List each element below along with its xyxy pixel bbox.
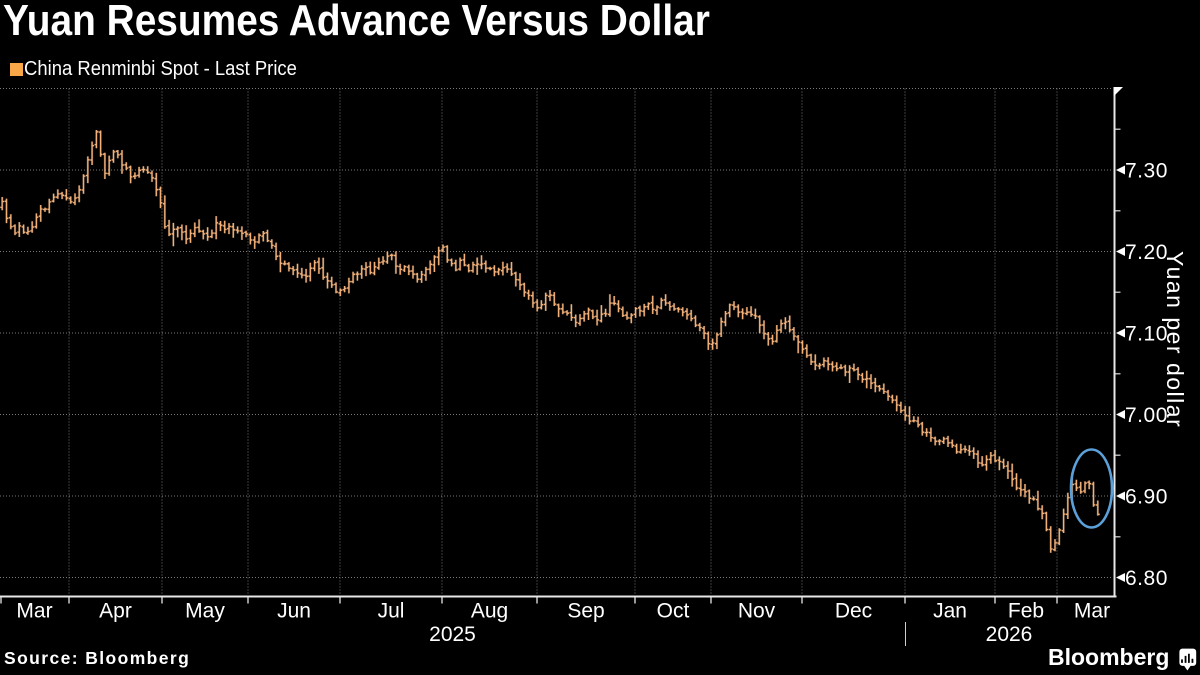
svg-text:6.80: 6.80 (1125, 567, 1168, 590)
svg-text:May: May (185, 600, 225, 623)
svg-text:2025: 2025 (429, 623, 476, 646)
svg-text:Nov: Nov (738, 600, 776, 623)
svg-text:Apr: Apr (99, 600, 132, 623)
svg-text:Jul: Jul (378, 600, 405, 623)
svg-text:7.10: 7.10 (1125, 323, 1168, 346)
svg-text:7.30: 7.30 (1125, 160, 1168, 183)
svg-text:6.90: 6.90 (1125, 486, 1168, 509)
svg-text:Jan: Jan (933, 600, 967, 623)
svg-text:Mar: Mar (1074, 600, 1110, 623)
svg-text:7.20: 7.20 (1125, 241, 1168, 264)
svg-text:Aug: Aug (471, 600, 508, 623)
svg-text:Jun: Jun (277, 600, 311, 623)
svg-text:7.00: 7.00 (1125, 404, 1168, 427)
svg-text:2026: 2026 (986, 623, 1033, 646)
svg-text:Dec: Dec (835, 600, 872, 623)
svg-text:Feb: Feb (1008, 600, 1044, 623)
svg-text:Sep: Sep (567, 600, 604, 623)
svg-text:Mar: Mar (16, 600, 52, 623)
svg-text:Oct: Oct (657, 600, 690, 623)
